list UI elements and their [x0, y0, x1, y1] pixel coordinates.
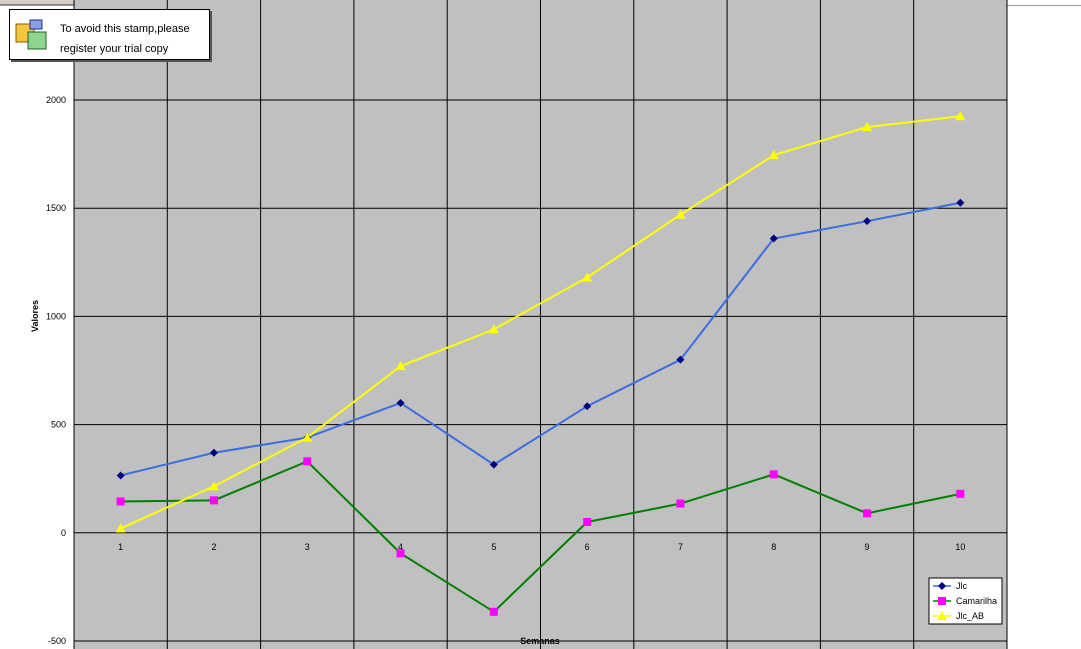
x-tick-label: 8: [771, 542, 776, 552]
x-tick-label: 5: [491, 542, 496, 552]
point-camarilha-8: [769, 470, 778, 479]
point-jlc-7: [676, 355, 685, 364]
point-camarilha-10: [956, 489, 965, 498]
y-tick-label: 1500: [46, 203, 66, 213]
series-line-camarilha: [120, 460, 961, 614]
point-jlc_ab-3: [302, 432, 313, 442]
point-jlc-2: [209, 448, 218, 457]
point-jlc_ab-10: [955, 111, 966, 121]
series-markers: [115, 111, 966, 616]
x-tick-labels: 1 2 3 4 5 6 7 8 9 10: [118, 542, 965, 552]
point-camarilha-7: [676, 499, 685, 508]
y-tick-label: 500: [51, 420, 66, 430]
x-tick-label: 4: [398, 542, 403, 552]
point-camarilha-2: [209, 496, 218, 505]
point-jlc_ab-6: [582, 272, 593, 282]
point-camarilha-5: [489, 607, 498, 616]
y-tick-labels: 2000 1500 1000 500 0 -500: [46, 95, 66, 646]
point-camarilha-3: [303, 457, 312, 466]
legend-marker-jlc: [938, 582, 946, 590]
x-axis-title: Semanas: [520, 636, 560, 646]
point-jlc-9: [863, 217, 872, 226]
point-jlc_ab-4: [395, 361, 406, 371]
stamp-line-1: To avoid this stamp,please: [60, 23, 190, 35]
point-jlc-8: [769, 234, 778, 243]
y-tick-label: 0: [61, 528, 66, 538]
point-jlc-5: [489, 460, 498, 469]
x-tick-label: 9: [865, 542, 870, 552]
trial-stamp: To avoid this stamp,please register your…: [9, 9, 210, 60]
legend-marker-jlc_ab: [937, 611, 947, 620]
series-line-jlc: [120, 201, 961, 477]
point-jlc_ab-2: [208, 481, 219, 491]
vertical-gridlines: [73, 0, 1008, 649]
point-jlc_ab-9: [862, 122, 873, 132]
stamp-line-2: register your trial copy: [60, 43, 169, 55]
point-camarilha-4: [396, 549, 405, 558]
series-line-jlc_ab: [120, 115, 961, 530]
point-camarilha-1: [116, 497, 125, 506]
stamp-logo-icon: [15, 19, 47, 50]
point-jlc-6: [583, 402, 592, 411]
x-tick-label: 1: [118, 542, 123, 552]
y-tick-label: 1000: [46, 311, 66, 321]
y-tick-label: 2000: [46, 95, 66, 105]
point-jlc-10: [956, 198, 965, 207]
point-jlc-1: [116, 471, 125, 480]
y-tick-label: -500: [48, 636, 66, 646]
point-camarilha-6: [583, 517, 592, 526]
legend-label-camarilha: Camarilha: [956, 596, 997, 606]
legend: Jlc Camarilha Jlc_AB: [928, 577, 1003, 625]
x-tick-label: 3: [305, 542, 310, 552]
legend-label-jlc: Jlc: [956, 581, 967, 591]
legend-marker-camarilha: [938, 597, 946, 605]
series-lines: [120, 115, 961, 614]
x-tick-label: 7: [678, 542, 683, 552]
x-tick-label: 6: [585, 542, 590, 552]
y-axis-title: Valores: [30, 300, 40, 332]
point-jlc_ab-8: [768, 150, 779, 160]
x-tick-label: 10: [955, 542, 965, 552]
point-jlc-4: [396, 398, 405, 407]
legend-label-jlc_ab: Jlc_AB: [956, 611, 984, 621]
point-jlc_ab-5: [488, 324, 499, 334]
point-jlc_ab-7: [675, 209, 686, 219]
point-jlc_ab-1: [115, 523, 126, 533]
point-camarilha-9: [863, 509, 872, 518]
x-tick-label: 2: [211, 542, 216, 552]
